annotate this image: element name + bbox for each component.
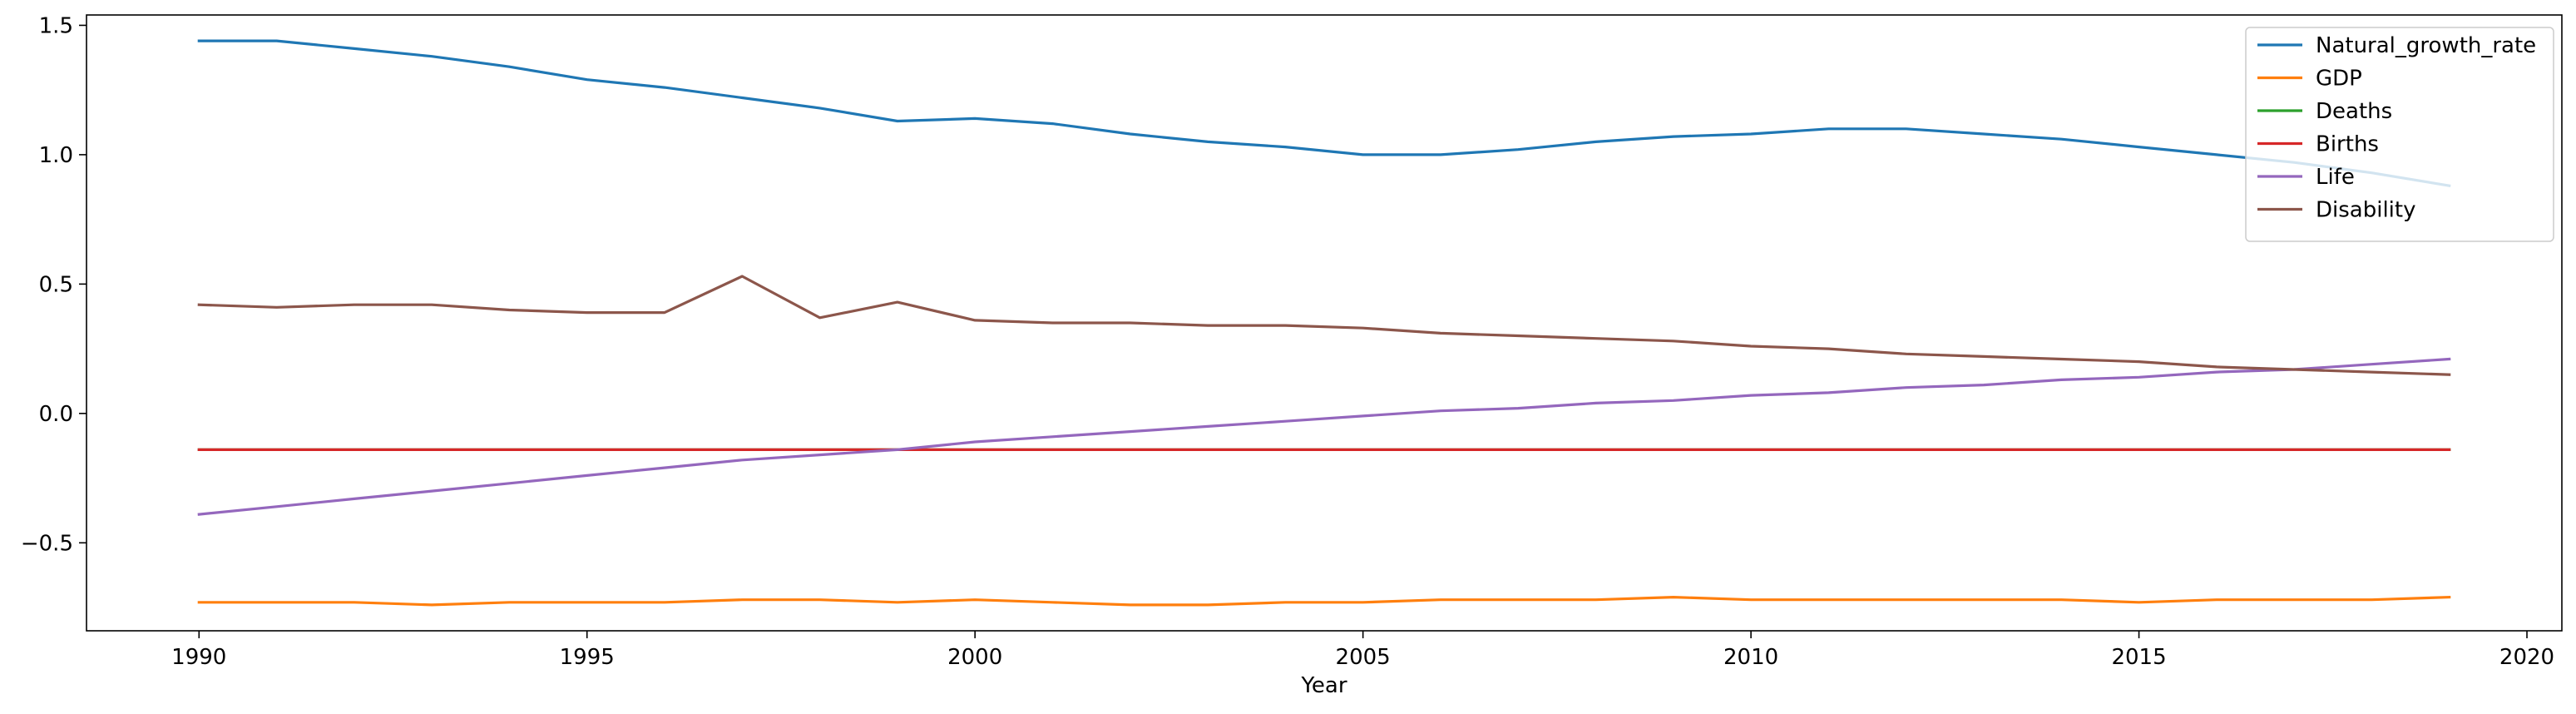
legend-item: Deaths — [2257, 99, 2392, 124]
legend-box — [2245, 27, 2554, 242]
x-tick-label: 1995 — [560, 645, 615, 670]
plot-frame — [86, 14, 2563, 632]
y-axis-ticks: −0.5 0.0 0.5 1.0 1.5 — [21, 13, 87, 556]
y-tick-label: 0.0 — [39, 402, 73, 427]
legend-item: Disability — [2257, 198, 2415, 223]
legend-label: Births — [2316, 132, 2379, 157]
y-tick-label: 1.0 — [39, 143, 73, 168]
x-tick-label: 2010 — [1723, 645, 1778, 670]
series-line-natural-growth-rate — [197, 39, 2451, 188]
legend-label: Life — [2316, 165, 2355, 190]
y-tick-label: 1.5 — [39, 13, 73, 38]
legend-items: Natural_growth_rate GDP Deaths Births Life Di… — [2257, 33, 2536, 223]
x-tick-label: 1990 — [171, 645, 226, 670]
series-line-life — [197, 357, 2451, 516]
x-tick-label: 2015 — [2111, 645, 2166, 670]
legend-item: Life — [2257, 165, 2355, 190]
y-tick-label: 0.5 — [39, 272, 73, 297]
legend-label: Natural_growth_rate — [2316, 33, 2536, 58]
series-line-disability — [197, 275, 2451, 376]
legend: Natural_growth_rate GDP Deaths Births Life Di… — [2245, 27, 2554, 242]
legend-label: Disability — [2316, 198, 2415, 223]
x-axis-label: Year — [1300, 673, 1347, 698]
legend-item: Births — [2257, 132, 2379, 157]
legend-label: GDP — [2316, 67, 2362, 92]
legend-item: Natural_growth_rate — [2257, 33, 2536, 58]
x-tick-label: 2005 — [1336, 645, 1391, 670]
series-lines — [197, 39, 2451, 607]
x-axis-ticks: 1990 1995 2000 2005 2010 2015 2020 — [171, 631, 2554, 670]
x-tick-label: 2020 — [2499, 645, 2554, 670]
series-line-gdp — [197, 595, 2451, 607]
legend-item: GDP — [2257, 67, 2362, 92]
y-tick-label: −0.5 — [21, 531, 73, 556]
legend-label: Deaths — [2316, 99, 2392, 124]
x-tick-label: 2000 — [947, 645, 1002, 670]
